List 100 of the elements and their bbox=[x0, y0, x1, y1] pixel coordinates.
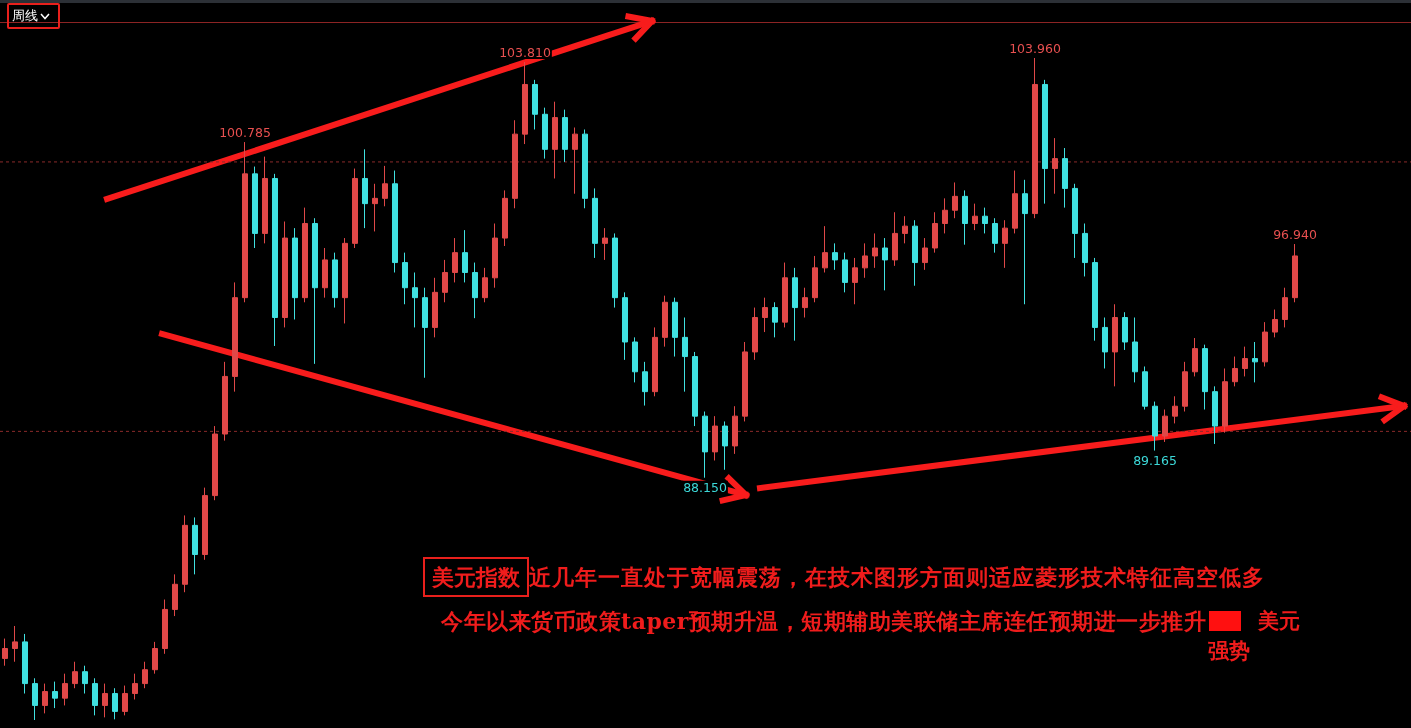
candlestick bbox=[302, 207, 308, 303]
candlestick bbox=[232, 281, 238, 393]
candlestick bbox=[932, 211, 938, 254]
candlestick bbox=[1072, 183, 1078, 259]
candlestick bbox=[442, 259, 448, 303]
candlestick bbox=[102, 683, 108, 718]
candlestick bbox=[62, 673, 68, 706]
candlestick bbox=[1282, 287, 1288, 328]
candlestick bbox=[1242, 346, 1248, 377]
candlestick bbox=[432, 277, 438, 338]
candlestick bbox=[732, 405, 738, 455]
candlestick bbox=[892, 211, 898, 267]
candlestick bbox=[872, 232, 878, 269]
rectangle-outline: 美元指数 bbox=[423, 557, 529, 597]
candlestick bbox=[682, 317, 688, 393]
rectangle-outline: 周线 bbox=[7, 3, 60, 29]
candlestick bbox=[242, 141, 248, 303]
candlestick bbox=[912, 219, 918, 287]
candlestick bbox=[742, 341, 748, 422]
candlestick bbox=[1162, 409, 1168, 443]
candlestick bbox=[1082, 223, 1088, 277]
candlestick bbox=[1122, 311, 1128, 351]
candlestick bbox=[132, 673, 138, 700]
candlestick bbox=[42, 683, 48, 714]
candlestick bbox=[622, 291, 628, 361]
candlestick bbox=[582, 129, 588, 209]
candlestick bbox=[192, 516, 198, 575]
candlestick bbox=[842, 252, 848, 293]
candlestick bbox=[482, 267, 488, 303]
candlestick bbox=[182, 514, 188, 593]
candlestick bbox=[1272, 309, 1278, 338]
candlestick bbox=[782, 262, 788, 328]
candlestick bbox=[282, 221, 288, 328]
candlestick bbox=[402, 252, 408, 305]
candlestick bbox=[942, 197, 948, 234]
candlestick bbox=[1222, 367, 1228, 434]
candlestick bbox=[712, 415, 718, 461]
candlestick bbox=[512, 119, 518, 209]
candlestick bbox=[592, 187, 598, 259]
candlestick bbox=[292, 227, 298, 320]
candlestick bbox=[1062, 147, 1068, 209]
candlestick bbox=[762, 297, 768, 333]
annotation: 103.960 bbox=[1009, 41, 1061, 56]
candlestick bbox=[12, 625, 18, 663]
candlestick bbox=[252, 166, 258, 249]
candlestick bbox=[2, 638, 8, 667]
candlestick bbox=[1132, 317, 1138, 383]
annotation: 89.165 bbox=[1133, 452, 1177, 468]
candlestick bbox=[112, 687, 118, 720]
candlestick bbox=[1052, 137, 1058, 195]
candlestick bbox=[1142, 365, 1148, 411]
candlestick bbox=[852, 257, 858, 305]
candlestick bbox=[352, 168, 358, 249]
candlestick bbox=[1192, 337, 1198, 377]
candlestick bbox=[802, 287, 808, 318]
candlestick bbox=[882, 237, 888, 291]
annotation: 103.810 bbox=[499, 44, 551, 60]
candlestick bbox=[92, 677, 98, 716]
candlestick bbox=[792, 267, 798, 342]
candlestick bbox=[382, 165, 388, 207]
candlestick bbox=[602, 227, 608, 261]
candlestick bbox=[972, 203, 978, 231]
candlestick bbox=[1002, 219, 1008, 269]
annotation: 100.785 bbox=[219, 125, 271, 141]
candlestick bbox=[692, 351, 698, 427]
candlestick bbox=[472, 262, 478, 319]
candlestick bbox=[822, 225, 828, 273]
candlestick bbox=[1152, 401, 1158, 452]
candlestick bbox=[492, 223, 498, 289]
candlestick bbox=[212, 425, 218, 501]
annotation: 今年以来货币政策taper预期升温，短期辅助美联储主席连任预期进一步推升 bbox=[441, 607, 1207, 636]
candlestick bbox=[72, 661, 78, 689]
candlestick bbox=[32, 677, 38, 721]
candlestick bbox=[952, 181, 958, 219]
candlestick bbox=[862, 242, 868, 279]
candlestick bbox=[992, 217, 998, 254]
candlestick bbox=[612, 232, 618, 309]
candlestick bbox=[1112, 303, 1118, 387]
candlestick bbox=[962, 189, 968, 246]
candlestick bbox=[522, 61, 528, 145]
candlestick bbox=[752, 307, 758, 361]
candlestick bbox=[422, 287, 428, 379]
candlestick bbox=[162, 599, 168, 655]
candlestick bbox=[202, 487, 208, 561]
annotation: 美元指数 bbox=[432, 564, 520, 590]
candlestick bbox=[772, 301, 778, 338]
candlestick bbox=[552, 101, 558, 179]
candlestick bbox=[672, 297, 678, 358]
candlestick bbox=[642, 361, 648, 407]
candlestick bbox=[1182, 361, 1188, 413]
candlestick bbox=[222, 361, 228, 442]
candlestick bbox=[902, 215, 908, 244]
candlestick bbox=[532, 79, 538, 130]
candlestick bbox=[922, 237, 928, 271]
candlestick bbox=[652, 326, 658, 397]
candlestick bbox=[332, 252, 338, 309]
candlestick bbox=[1232, 356, 1238, 387]
candlestick bbox=[312, 217, 318, 365]
candlestick bbox=[722, 420, 728, 471]
candlestick bbox=[1262, 321, 1268, 367]
